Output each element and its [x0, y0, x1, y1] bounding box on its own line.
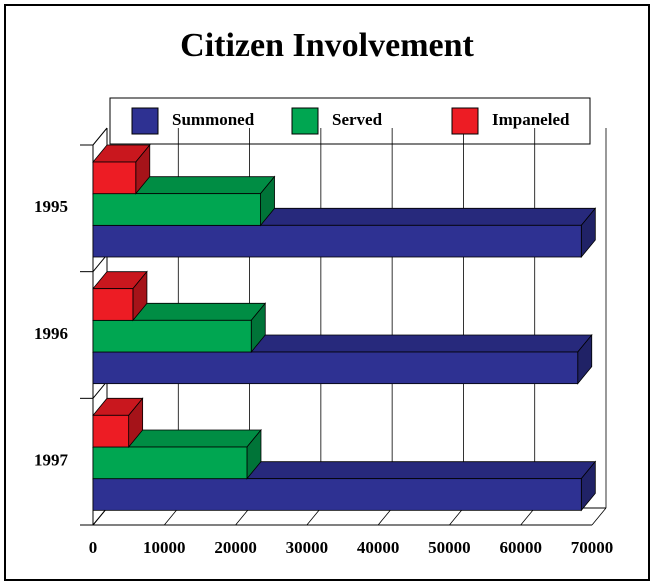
legend-label: Summoned: [172, 110, 255, 129]
floor-line: [306, 507, 322, 526]
band-line: [92, 127, 108, 146]
legend-label: Impaneled: [492, 110, 570, 129]
bar: [92, 446, 248, 480]
bar: [92, 224, 582, 258]
bar: [92, 193, 261, 226]
x-tick-label: 30000: [286, 538, 329, 557]
bar: [92, 319, 252, 353]
band-line: [92, 254, 108, 272]
x-tick-label: 20000: [214, 538, 257, 557]
x-tick-label: 50000: [428, 538, 471, 557]
bar: [92, 414, 130, 448]
legend-swatch: [131, 107, 159, 135]
y-tick-label: 1996: [34, 324, 68, 343]
bar: [92, 288, 134, 321]
bar: [92, 351, 579, 385]
bar: [92, 161, 137, 195]
band-line: [92, 381, 108, 399]
floor-line: [377, 507, 393, 526]
y-tick-label: 1997: [34, 451, 69, 470]
x-tick-label: 70000: [571, 538, 614, 557]
floor-line: [163, 507, 179, 526]
x-tick-label: 60000: [499, 538, 542, 557]
legend-swatch: [451, 107, 479, 135]
legend: [109, 97, 591, 145]
bar: [92, 478, 582, 511]
floor-line: [591, 507, 607, 526]
x-tick-label: 0: [89, 538, 98, 557]
chart-title: Citizen Involvement: [180, 27, 474, 64]
band-line: [92, 507, 108, 526]
floor-line: [449, 507, 464, 526]
floor-line: [235, 507, 250, 526]
legend-label: Served: [332, 110, 383, 129]
y-tick-label: 1995: [34, 197, 68, 216]
x-tick-label: 10000: [143, 538, 186, 557]
legend-swatch: [291, 107, 319, 135]
floor-line: [520, 507, 536, 526]
x-tick-label: 40000: [357, 538, 400, 557]
